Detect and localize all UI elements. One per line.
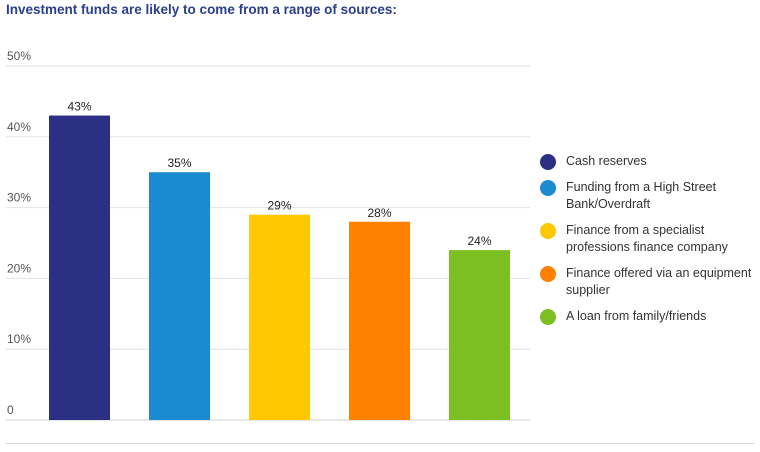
legend-swatch [540, 180, 556, 196]
y-tick-label: 50% [7, 49, 31, 63]
legend-swatch [540, 266, 556, 282]
bar-4 [349, 221, 410, 420]
legend-item: Finance from a specialist professions fi… [540, 222, 755, 256]
y-tick-label: 0 [7, 403, 14, 417]
chart-title: Investment funds are likely to come from… [6, 2, 397, 17]
bar-value-labels: 43% 35% 29% 28% 24% [67, 100, 491, 249]
bar-5 [449, 250, 510, 420]
bar-value-label: 35% [167, 156, 191, 170]
bar-3 [249, 214, 310, 420]
bar-2 [149, 172, 210, 420]
legend-label: Cash reserves [566, 154, 647, 168]
bars [49, 115, 510, 420]
legend-item: A loan from family/friends [540, 308, 755, 325]
bar-value-label: 24% [467, 234, 491, 248]
bottom-divider [6, 443, 754, 444]
legend-item: Funding from a High Street Bank/Overdraf… [540, 179, 755, 213]
legend-label: Funding from a High Street Bank/Overdraf… [566, 180, 717, 211]
legend-label: Finance offered via an equipment supplie… [566, 266, 752, 297]
bar-value-label: 43% [67, 100, 91, 114]
legend-item: Finance offered via an equipment supplie… [540, 265, 755, 299]
legend-label: A loan from family/friends [566, 309, 707, 323]
legend-swatch [540, 154, 556, 170]
y-tick-label: 30% [7, 191, 31, 205]
legend-item: Cash reserves [540, 153, 755, 170]
bar-value-label: 28% [367, 206, 391, 220]
legend-swatch [540, 223, 556, 239]
y-tick-label: 40% [7, 120, 31, 134]
legend-label: Finance from a specialist professions fi… [566, 223, 728, 254]
bar-1 [49, 115, 110, 420]
legend-swatch [540, 309, 556, 325]
y-tick-label: 20% [7, 261, 31, 275]
y-axis-ticks: 0 10% 20% 30% 40% 50% [7, 49, 31, 417]
y-tick-label: 10% [7, 332, 31, 346]
legend: Cash reserves Funding from a High Street … [540, 153, 755, 334]
bar-value-label: 29% [267, 199, 291, 213]
